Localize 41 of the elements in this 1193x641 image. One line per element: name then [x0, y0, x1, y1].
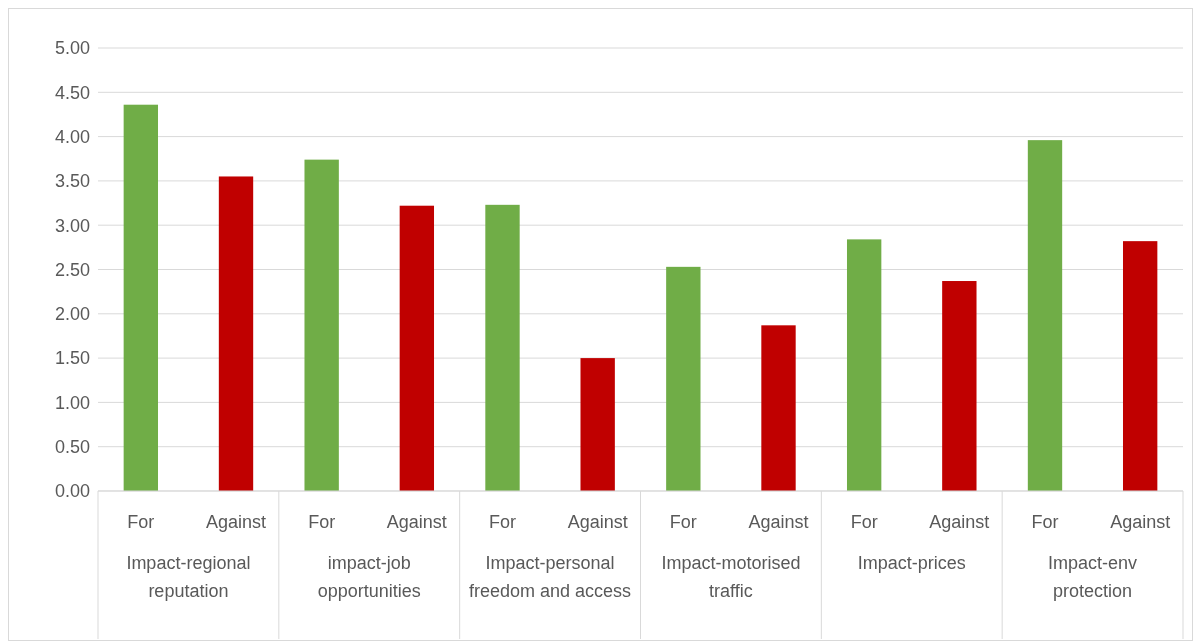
- y-tick-label: 5.00: [54, 38, 90, 59]
- y-tick-label: 0.50: [54, 437, 90, 457]
- bar: [761, 325, 796, 491]
- series-label: For: [127, 512, 155, 533]
- series-label: Against: [1110, 512, 1171, 533]
- bar: [485, 204, 520, 491]
- text: For: [489, 512, 516, 533]
- bar: [846, 239, 882, 491]
- text: For: [850, 512, 878, 533]
- x-tick-label: Impact-motorised traffic: [661, 553, 801, 601]
- bar: [304, 159, 339, 491]
- y-tick-label: 1.50: [54, 348, 90, 369]
- x-tick-label: impact-job opportunities: [317, 553, 421, 601]
- x-tick-label: Impact-env protection: [1048, 553, 1138, 601]
- bar: [123, 104, 159, 491]
- bar: [580, 358, 615, 491]
- x-tick-label: Impact-regional reputation: [126, 553, 251, 601]
- y-tick-label: 2.00: [54, 304, 90, 325]
- bar: [942, 281, 977, 491]
- text: Against: [205, 512, 267, 533]
- text: Against: [567, 512, 628, 533]
- bar: [1122, 241, 1158, 491]
- y-tick-label: 3.50: [54, 171, 90, 192]
- y-tick-label: 1.00: [54, 392, 90, 413]
- bar: [399, 205, 435, 491]
- y-tick-label: 4.00: [54, 126, 90, 147]
- y-tick-label: 0.00: [54, 481, 90, 502]
- bar: [218, 176, 254, 491]
- text: For: [669, 512, 697, 533]
- y-tick-label: 4.50: [54, 82, 90, 103]
- y-tick-label: 3.00: [54, 215, 90, 236]
- text: For: [308, 512, 336, 533]
- x-tick-label: Impact-personal freedom and access: [469, 553, 632, 601]
- text: For: [1031, 512, 1059, 533]
- bar: [1027, 140, 1063, 491]
- text: Against: [929, 512, 990, 533]
- x-tick-label: Impact-prices: [857, 553, 966, 573]
- bar: [666, 266, 701, 491]
- text: Against: [748, 512, 809, 533]
- y-tick-label: 2.50: [54, 259, 90, 280]
- text: Against: [386, 512, 447, 533]
